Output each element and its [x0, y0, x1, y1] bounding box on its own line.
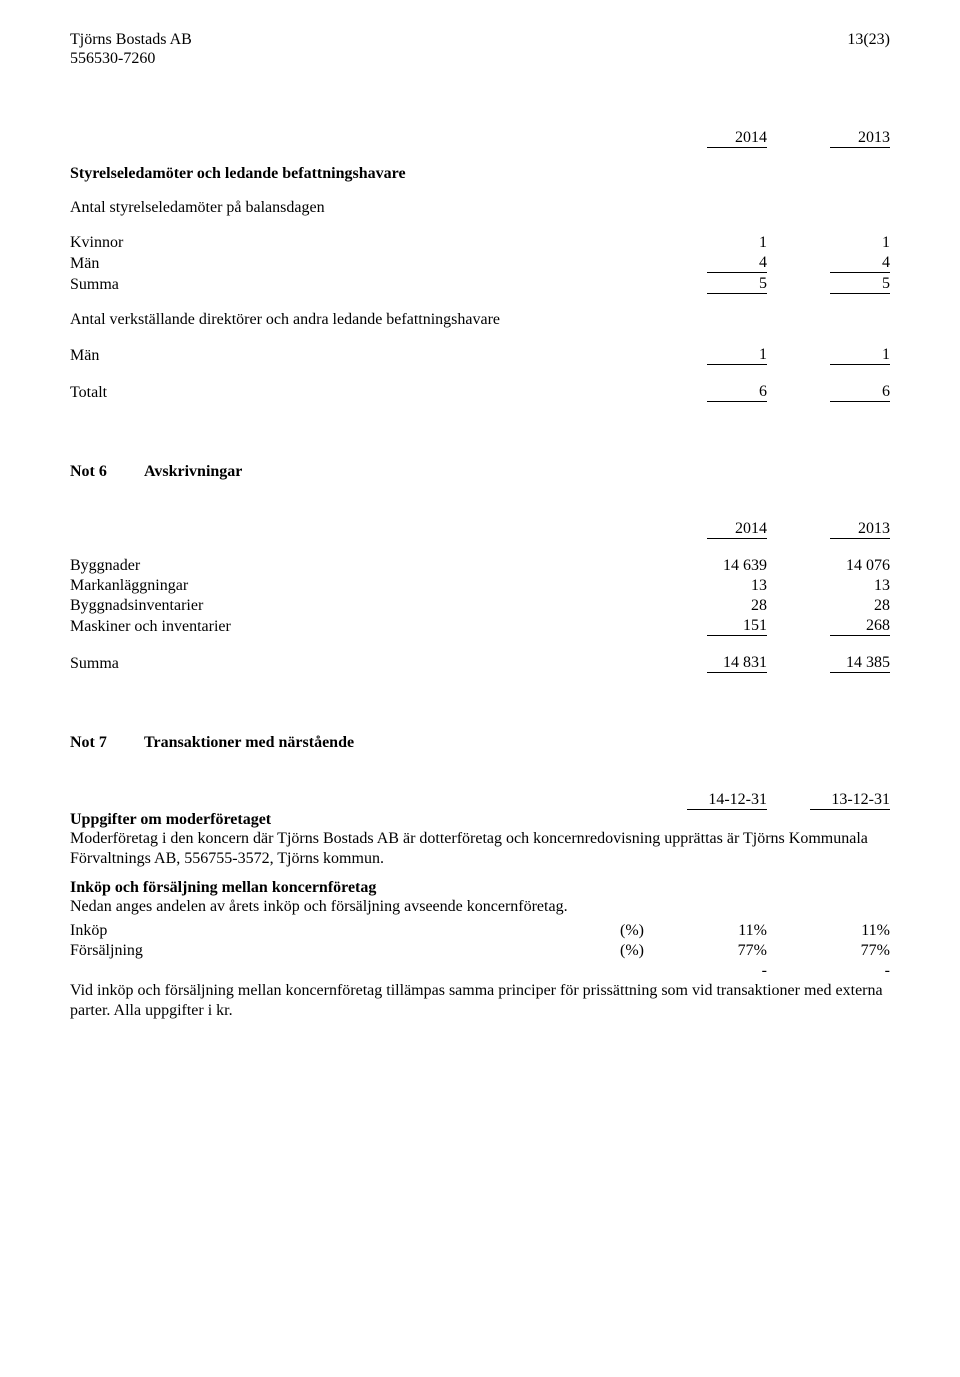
row-value: 13	[767, 576, 890, 596]
page-number: 13(23)	[847, 30, 890, 49]
note-number: Not 7	[70, 734, 140, 752]
note7-h2: Inköp och försäljning mellan koncernföre…	[70, 879, 890, 897]
date-col-2: 13-12-31	[810, 791, 890, 810]
table-row: Byggnader 14 639 14 076	[70, 556, 890, 576]
year-col-2: 2013	[830, 129, 890, 148]
note7-p2: Nedan anges andelen av årets inköp och f…	[70, 897, 890, 917]
row-value: 14 385	[830, 654, 890, 673]
row-value: 28	[767, 596, 890, 616]
row-value: 151	[707, 617, 767, 636]
row-value: 5	[707, 275, 767, 294]
section1-sub1: Antal styrelseledamöter på balansdagen	[70, 199, 890, 217]
header-right: 13(23)	[847, 30, 890, 68]
row-value: 11%	[767, 921, 890, 941]
row-value: 4	[830, 254, 890, 273]
section1-sub2: Antal verkställande direktörer och andra…	[70, 311, 890, 329]
row-label: Markanläggningar	[70, 576, 578, 596]
row-label: Byggnadsinventarier	[70, 596, 578, 616]
table-row: Byggnadsinventarier 28 28	[70, 596, 890, 616]
note-title: Avskrivningar	[144, 463, 242, 480]
note6-heading: Not 6 Avskrivningar	[70, 463, 890, 481]
year-col-1: 2014	[707, 129, 767, 148]
row-label: Män	[70, 253, 578, 274]
header-left: Tjörns Bostads AB 556530-7260	[70, 30, 192, 68]
year-col-1: 2014	[707, 520, 767, 539]
row-value: 1	[830, 346, 890, 365]
row-label: Män	[70, 345, 578, 366]
exec-table: Män 1 1	[70, 345, 890, 366]
row-label: Försäljning	[70, 941, 578, 961]
note7-p1: Moderföretag i den koncern där Tjörns Bo…	[70, 829, 890, 869]
row-label: Kvinnor	[70, 233, 578, 253]
row-value: -	[767, 961, 890, 981]
row-value: 5	[830, 275, 890, 294]
table-row: Män 1 1	[70, 345, 890, 366]
total-row: Totalt 6 6	[70, 382, 890, 403]
row-value: 14 639	[644, 556, 767, 576]
row-value: 1	[707, 346, 767, 365]
page: Tjörns Bostads AB 556530-7260 13(23) 201…	[0, 0, 960, 1377]
row-label: Byggnader	[70, 556, 578, 576]
table-row: Markanläggningar 13 13	[70, 576, 890, 596]
year-col-2: 2013	[830, 520, 890, 539]
note6-sum: Summa 14 831 14 385	[70, 653, 890, 674]
row-value: 28	[644, 596, 767, 616]
note7-h1: Uppgifter om moderföretaget	[70, 811, 890, 829]
total-table: Totalt 6 6	[70, 382, 890, 403]
row-label: Maskiner och inventarier	[70, 616, 578, 637]
row-value: 1	[644, 233, 767, 253]
row-value: 6	[830, 383, 890, 402]
table-row: Kvinnor 1 1	[70, 233, 890, 253]
row-label: Summa	[70, 274, 578, 295]
row-value: 14 076	[767, 556, 890, 576]
note-title: Transaktioner med närstående	[144, 734, 354, 751]
row-value: -	[644, 961, 767, 981]
dash-row: - -	[70, 961, 890, 981]
row-label: Totalt	[70, 382, 578, 403]
section1-title: Styrelseledamöter och ledande befattning…	[70, 165, 890, 183]
row-value: 11%	[644, 921, 767, 941]
row-value: 268	[830, 617, 890, 636]
note6-table: Byggnader 14 639 14 076 Markanläggningar…	[70, 556, 890, 637]
row-value: 14 831	[707, 654, 767, 673]
note-number: Not 6	[70, 463, 140, 481]
row-value: 77%	[644, 941, 767, 961]
note7-date-header: 14-12-31 13-12-31	[70, 790, 890, 811]
note7-p3: Vid inköp och försäljning mellan koncern…	[70, 981, 890, 1021]
row-value: 77%	[767, 941, 890, 961]
row-value: 13	[644, 576, 767, 596]
note7-heading: Not 7 Transaktioner med närstående	[70, 734, 890, 752]
row-unit: (%)	[578, 941, 644, 961]
note6-year-header: 2014 2013	[70, 519, 890, 540]
row-value: 4	[707, 254, 767, 273]
table-row: Maskiner och inventarier 151 268	[70, 616, 890, 637]
year-header-table: 2014 2013	[70, 128, 890, 149]
row-label: Summa	[70, 653, 578, 674]
table-row: Försäljning (%) 77% 77%	[70, 941, 890, 961]
note7-table: Inköp (%) 11% 11% Försäljning (%) 77% 77…	[70, 921, 890, 981]
row-value: 6	[707, 383, 767, 402]
table-row: Män 4 4	[70, 253, 890, 274]
row-value: 1	[767, 233, 890, 253]
sum-row: Summa 14 831 14 385	[70, 653, 890, 674]
row-unit: (%)	[578, 921, 644, 941]
table-row: Inköp (%) 11% 11%	[70, 921, 890, 941]
page-header: Tjörns Bostads AB 556530-7260 13(23)	[70, 30, 890, 68]
board-table: Kvinnor 1 1 Män 4 4 Summa 5 5	[70, 233, 890, 295]
sum-row: Summa 5 5	[70, 274, 890, 295]
org-number: 556530-7260	[70, 49, 192, 68]
date-col-1: 14-12-31	[687, 791, 767, 810]
row-label: Inköp	[70, 921, 578, 941]
company-name: Tjörns Bostads AB	[70, 30, 192, 49]
